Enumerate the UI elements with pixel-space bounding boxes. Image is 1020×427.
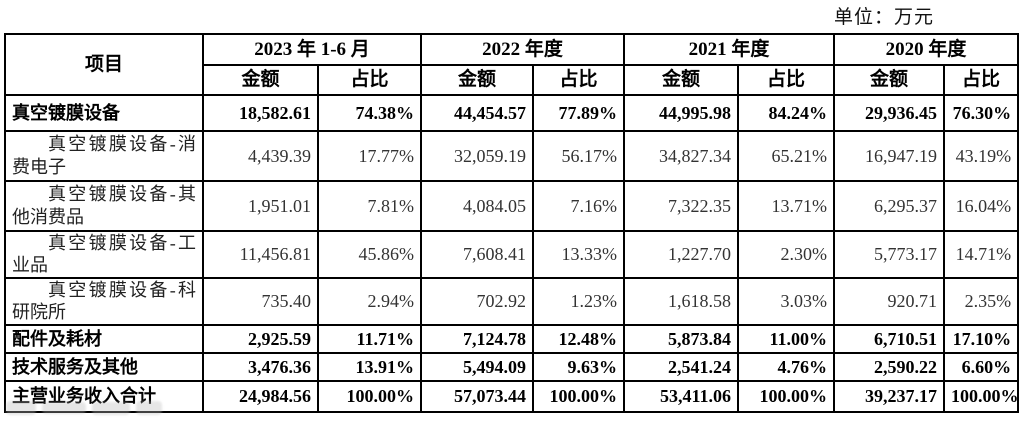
row-label: 真空镀膜设备-科研院所 — [4, 276, 204, 326]
amount-cell: 1,618.58 — [623, 276, 740, 326]
column-header-amount-2023: 金额 — [202, 64, 319, 96]
amount-cell: 3,476.36 — [202, 351, 319, 382]
ratio-cell: 17.77% — [316, 129, 423, 182]
column-header-amount-2020: 金额 — [833, 64, 946, 96]
ratio-cell: 100.00% — [737, 379, 836, 413]
ratio-cell: 2.30% — [737, 229, 836, 279]
ratio-cell: 3.03% — [737, 276, 836, 326]
column-header-ratio-2023: 占比 — [316, 64, 423, 96]
amount-cell: 29,936.45 — [833, 93, 946, 132]
amount-cell: 39,237.17 — [833, 379, 946, 413]
amount-cell: 44,995.98 — [623, 93, 740, 132]
ratio-cell: 56.17% — [532, 129, 626, 182]
unit-label: 单位：万元 — [833, 7, 934, 28]
ratio-cell: 13.91% — [316, 351, 423, 382]
ratio-cell: 43.19% — [943, 129, 1020, 182]
row-label: 技术服务及其他 — [4, 351, 204, 382]
ratio-cell: 6.60% — [943, 351, 1020, 382]
amount-cell: 6,710.51 — [833, 323, 946, 354]
ratio-cell: 7.81% — [316, 179, 423, 232]
amount-cell: 6,295.37 — [833, 179, 946, 232]
ratio-cell: 100.00% — [532, 379, 626, 413]
amount-cell: 11,456.81 — [202, 229, 319, 279]
column-group-2023: 2023 年 1-6 月 — [201, 33, 423, 66]
amount-cell: 16,947.19 — [833, 129, 946, 182]
ratio-cell: 13.71% — [737, 179, 836, 232]
column-header-amount-2022: 金额 — [420, 64, 535, 96]
ratio-cell: 4.76% — [737, 351, 836, 382]
ratio-cell: 1.23% — [532, 276, 626, 326]
table-row: 技术服务及其他 3,476.36 13.91% 5,494.09 9.63% 2,541.… — [4, 351, 1020, 382]
column-group-2020: 2020 年度 — [833, 33, 1020, 66]
amount-cell: 18,582.61 — [202, 93, 319, 132]
amount-cell: 7,608.41 — [420, 229, 535, 279]
ratio-cell: 7.16% — [532, 179, 626, 232]
table-row: 主营业务收入合计 24,984.56 100.00% 57,073.44 100.00%… — [4, 379, 1020, 413]
amount-cell: 57,073.44 — [420, 379, 535, 413]
table-row: 真空镀膜设备-科研院所 735.40 2.94% 702.92 1.23% 1,618.5… — [4, 276, 1020, 326]
column-header-ratio-2022: 占比 — [532, 64, 626, 96]
table-row: 真空镀膜设备-工业品 11,456.81 45.86% 7,608.41 13.33% 1… — [4, 229, 1020, 279]
ratio-cell: 65.21% — [737, 129, 836, 182]
amount-cell: 920.71 — [833, 276, 946, 326]
row-label: 真空镀膜设备-消费电子 — [4, 129, 204, 182]
table-body: 真空镀膜设备 18,582.61 74.38% 44,454.57 77.89% 44,9… — [4, 93, 1020, 413]
ratio-cell: 11.00% — [737, 323, 836, 354]
amount-cell: 1,227.70 — [623, 229, 740, 279]
ratio-cell: 9.63% — [532, 351, 626, 382]
ratio-cell: 77.89% — [532, 93, 626, 132]
amount-cell: 24,984.56 — [202, 379, 319, 413]
amount-cell: 53,411.06 — [623, 379, 740, 413]
ratio-cell: 11.71% — [316, 323, 423, 354]
ratio-cell: 76.30% — [943, 93, 1020, 132]
column-header-amount-2021: 金额 — [623, 64, 740, 96]
amount-cell: 4,084.05 — [420, 179, 535, 232]
table-row: 真空镀膜设备 18,582.61 74.38% 44,454.57 77.89% 44,9… — [4, 93, 1020, 132]
table-row: 配件及耗材 2,925.59 11.71% 7,124.78 12.48% 5,873.8… — [4, 323, 1020, 354]
amount-cell: 5,873.84 — [623, 323, 740, 354]
ratio-cell: 17.10% — [943, 323, 1020, 354]
amount-cell: 702.92 — [420, 276, 535, 326]
amount-cell: 7,322.35 — [623, 179, 740, 232]
amount-cell: 32,059.19 — [420, 129, 535, 182]
column-group-2021: 2021 年度 — [623, 33, 836, 66]
ratio-cell: 74.38% — [316, 93, 423, 132]
amount-cell: 4,439.39 — [202, 129, 319, 182]
amount-cell: 2,541.24 — [623, 351, 740, 382]
table-row: 真空镀膜设备-消费电子 4,439.39 17.77% 32,059.19 56.17%… — [4, 129, 1020, 182]
ratio-cell: 84.24% — [737, 93, 836, 132]
column-header-ratio-2021: 占比 — [737, 64, 836, 96]
ratio-cell: 45.86% — [316, 229, 423, 279]
amount-cell: 5,773.17 — [833, 229, 946, 279]
amount-cell: 735.40 — [202, 276, 319, 326]
row-label: 真空镀膜设备-其他消费品 — [4, 179, 204, 232]
ratio-cell: 14.71% — [943, 229, 1020, 279]
amount-cell: 44,454.57 — [420, 93, 535, 132]
column-group-2022: 2022 年度 — [420, 33, 626, 66]
ratio-cell: 100.00% — [943, 379, 1020, 413]
ratio-cell: 12.48% — [532, 323, 626, 354]
column-header-ratio-2020: 占比 — [943, 64, 1020, 96]
amount-cell: 2,590.22 — [833, 351, 946, 382]
amount-cell: 34,827.34 — [623, 129, 740, 182]
row-label: 真空镀膜设备-工业品 — [4, 229, 204, 279]
amount-cell: 2,925.59 — [202, 323, 319, 354]
amount-cell: 5,494.09 — [420, 351, 535, 382]
ratio-cell: 16.04% — [943, 179, 1020, 232]
ratio-cell: 2.35% — [943, 276, 1020, 326]
row-label: 配件及耗材 — [4, 323, 204, 354]
ratio-cell: 100.00% — [316, 379, 423, 413]
amount-cell: 7,124.78 — [420, 323, 535, 354]
ratio-cell: 2.94% — [316, 276, 423, 326]
table-row: 真空镀膜设备-其他消费品 1,951.01 7.81% 4,084.05 7.16% 7,… — [4, 179, 1020, 232]
ratio-cell: 13.33% — [532, 229, 626, 279]
row-label: 主营业务收入合计 — [4, 379, 204, 413]
amount-cell: 1,951.01 — [202, 179, 319, 232]
row-label: 真空镀膜设备 — [4, 93, 204, 132]
revenue-breakdown-table: 项目 2023 年 1-6 月 2022 年度 2021 年度 2020 年度 … — [4, 33, 1020, 413]
column-header-item: 项目 — [4, 33, 204, 96]
